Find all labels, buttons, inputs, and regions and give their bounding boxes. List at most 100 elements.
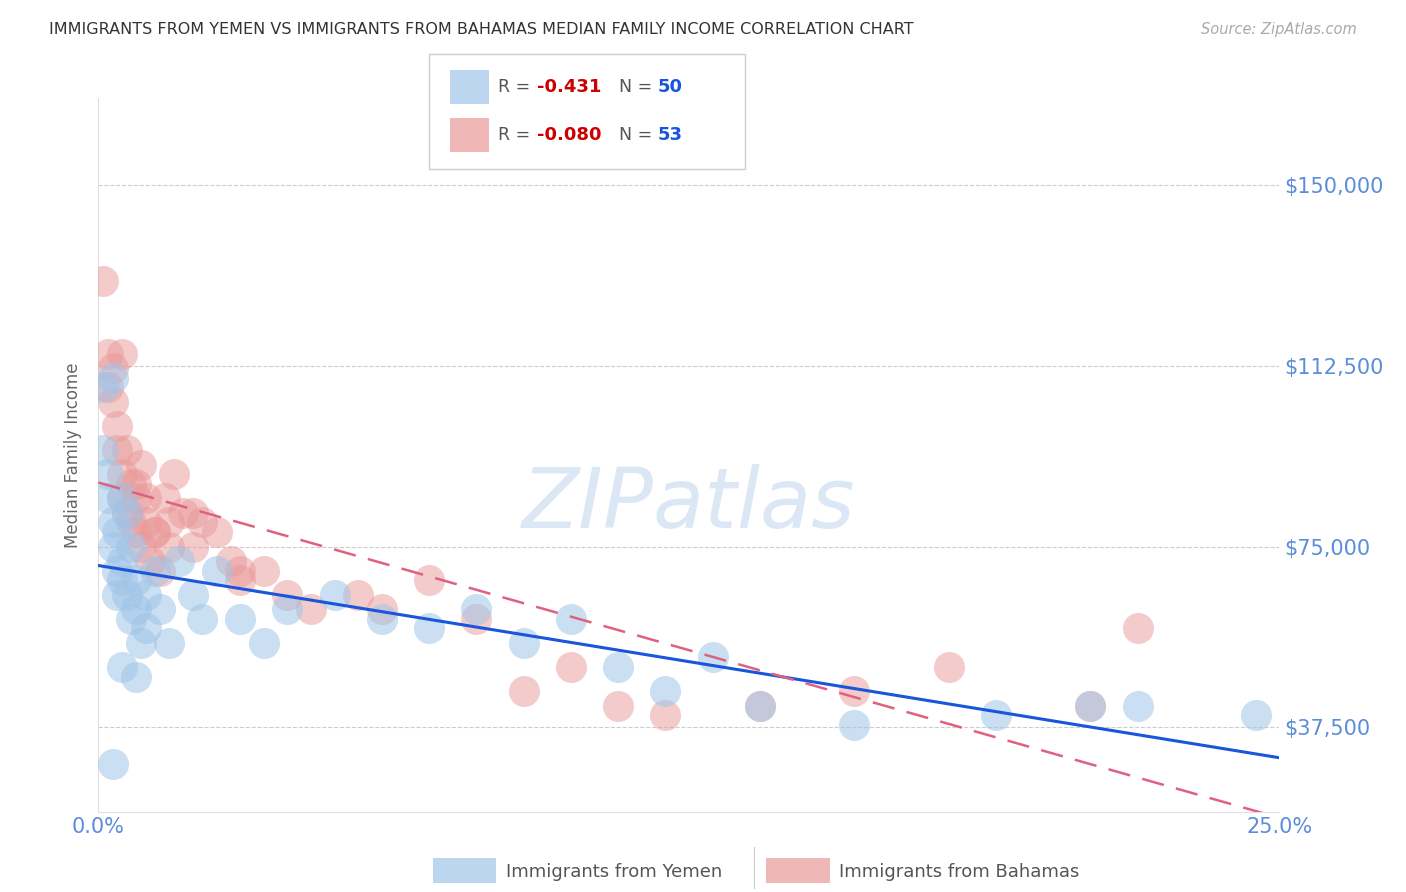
Point [465,612,488,626]
Point [149,564,172,578]
Point [97,346,120,360]
Point [101,516,124,530]
Point [191,516,214,530]
Point [191,612,214,626]
Point [323,588,346,602]
Text: Immigrants from Yemen: Immigrants from Yemen [506,863,723,881]
Point [253,636,276,650]
Point [702,650,724,665]
Text: ZIPatlas: ZIPatlas [522,465,856,545]
Point [167,554,190,568]
Text: IMMIGRANTS FROM YEMEN VS IMMIGRANTS FROM BAHAMAS MEDIAN FAMILY INCOME CORRELATIO: IMMIGRANTS FROM YEMEN VS IMMIGRANTS FROM… [49,22,914,37]
Text: N =: N = [619,78,652,96]
Point [347,588,370,602]
Point [654,708,676,723]
Point [157,516,180,530]
Point [125,670,148,684]
Point [115,588,138,602]
Point [121,476,143,491]
Point [101,756,124,771]
Point [748,698,770,713]
Point [560,612,582,626]
Point [129,458,152,472]
Point [135,588,157,602]
Point [111,491,134,506]
Point [105,564,128,578]
Point [129,636,152,650]
Point [1244,708,1267,723]
Point [219,554,242,568]
Point [125,524,148,539]
Point [149,602,172,616]
Point [418,574,440,588]
Point [1080,698,1102,713]
Point [91,274,114,288]
Point [135,622,157,636]
Point [205,524,228,539]
Point [97,380,120,394]
Point [139,554,162,568]
Point [101,361,124,376]
Point [607,698,630,713]
Point [143,524,166,539]
Point [371,612,394,626]
Point [115,506,138,520]
Point [111,346,134,360]
Text: 50: 50 [658,78,683,96]
Point [115,506,138,520]
Point [91,443,114,458]
Point [181,540,204,554]
Point [984,708,1007,723]
Point [654,684,676,698]
Point [111,491,134,506]
Point [299,602,322,616]
Text: Source: ZipAtlas.com: Source: ZipAtlas.com [1201,22,1357,37]
Text: 53: 53 [658,126,683,144]
Point [101,371,124,385]
Point [253,564,276,578]
Point [101,540,124,554]
Point [512,684,534,698]
Point [153,491,176,506]
Point [129,540,152,554]
Point [512,636,534,650]
Point [121,612,143,626]
Point [111,574,134,588]
Point [1126,698,1149,713]
Text: R =: R = [498,126,530,144]
Text: -0.431: -0.431 [537,78,602,96]
Point [135,516,157,530]
Point [125,476,148,491]
Point [97,491,120,506]
Point [157,540,180,554]
Point [1080,698,1102,713]
Point [229,564,252,578]
Text: R =: R = [498,78,530,96]
Point [172,506,194,520]
Point [560,660,582,674]
Point [229,612,252,626]
Point [105,443,128,458]
Point [97,467,120,482]
Point [748,698,770,713]
Point [163,467,186,482]
Point [105,588,128,602]
Point [125,602,148,616]
Point [125,491,148,506]
Point [111,660,134,674]
Point [111,554,134,568]
Point [115,443,138,458]
Point [125,574,148,588]
Point [91,380,114,394]
Text: Immigrants from Bahamas: Immigrants from Bahamas [839,863,1080,881]
Point [111,467,134,482]
Point [418,622,440,636]
Point [135,491,157,506]
Point [465,602,488,616]
Point [121,516,143,530]
Point [844,718,866,732]
Point [205,564,228,578]
Y-axis label: Median Family Income: Median Family Income [65,362,83,548]
Point [938,660,960,674]
Point [1126,622,1149,636]
